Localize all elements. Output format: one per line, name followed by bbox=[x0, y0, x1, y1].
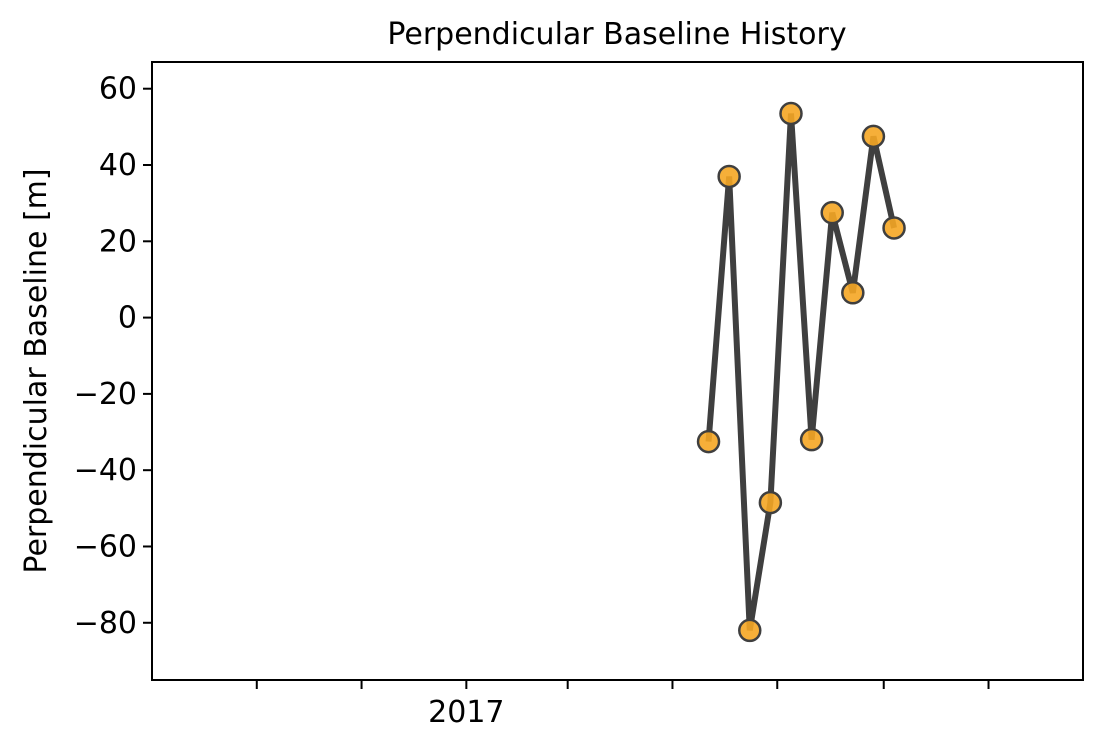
data-point bbox=[717, 164, 741, 189]
plot-frame bbox=[151, 61, 1084, 681]
x-tick-label: 2017 bbox=[428, 695, 504, 730]
y-axis-label: Perpendicular Baseline [m] bbox=[19, 168, 54, 573]
y-tick-label: 40 bbox=[99, 148, 137, 183]
y-tick-label: 20 bbox=[99, 224, 137, 259]
series-layer bbox=[696, 101, 906, 643]
y-tick-label: −40 bbox=[74, 453, 137, 488]
chart-title: Perpendicular Baseline History bbox=[387, 17, 846, 52]
y-axis: 60 40 20 0 −20 −40 −60 −80 bbox=[74, 72, 152, 641]
data-point bbox=[841, 281, 865, 305]
data-point bbox=[779, 101, 803, 126]
data-point bbox=[758, 490, 783, 515]
data-point bbox=[882, 216, 906, 240]
x-axis: 2017 bbox=[255, 680, 990, 730]
y-tick-label: 0 bbox=[118, 301, 137, 336]
y-tick-label: −20 bbox=[74, 377, 137, 412]
series-line bbox=[705, 113, 897, 631]
y-tick-label: 60 bbox=[99, 72, 137, 107]
data-point bbox=[799, 427, 824, 452]
data-point bbox=[696, 429, 721, 454]
data-point bbox=[738, 618, 762, 643]
y-tick-label: −60 bbox=[74, 529, 137, 564]
data-point bbox=[861, 124, 886, 149]
y-tick-label: −80 bbox=[74, 606, 137, 641]
data-point bbox=[820, 200, 844, 225]
